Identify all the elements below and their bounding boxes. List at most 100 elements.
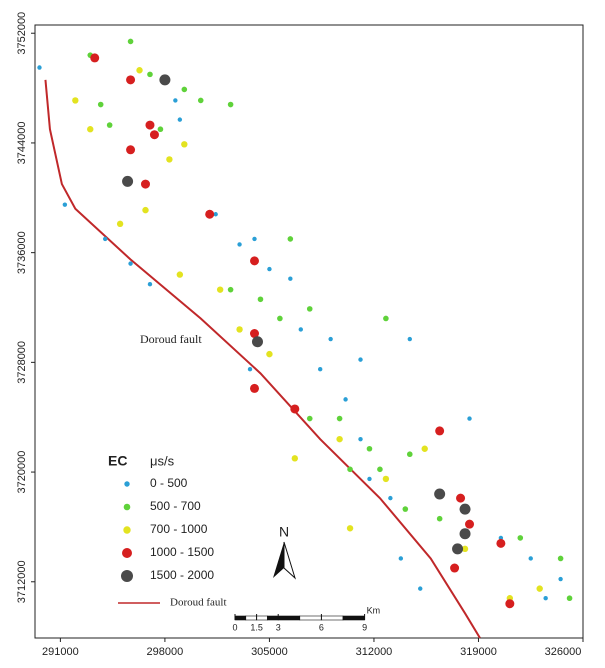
legend-label: 500 - 700 xyxy=(150,499,201,513)
scale-segment xyxy=(256,615,268,621)
sample-point xyxy=(452,543,464,555)
north-arrow-right xyxy=(283,541,297,580)
sample-point xyxy=(252,236,257,242)
sample-point xyxy=(347,466,353,473)
y-tick-label: 3728000 xyxy=(16,341,28,384)
scale-segment xyxy=(342,615,365,621)
legend-swatch xyxy=(121,570,133,582)
sample-point xyxy=(290,404,300,414)
sample-point xyxy=(306,306,313,312)
sample-point xyxy=(358,357,363,362)
sample-point xyxy=(558,576,563,582)
sample-point xyxy=(434,488,446,500)
scale-segment xyxy=(321,615,344,621)
points-layer xyxy=(37,38,573,609)
north-arrow-left xyxy=(273,542,284,578)
sample-point xyxy=(157,126,164,133)
sample-point xyxy=(456,493,466,503)
sample-point xyxy=(383,315,389,322)
scale-segment xyxy=(299,615,322,621)
sample-point xyxy=(37,65,42,70)
sample-point xyxy=(459,503,471,515)
x-tick-label: 305000 xyxy=(251,646,288,658)
scale-segment xyxy=(245,615,257,621)
x-tick-label: 319000 xyxy=(460,646,497,658)
scale-segment xyxy=(267,615,279,621)
sample-point xyxy=(149,130,159,140)
sample-point xyxy=(450,563,460,573)
x-tick-label: 291000 xyxy=(42,646,79,658)
legend: 0 - 500 500 - 700 700 - 1000 1000 - 1500 150… xyxy=(118,476,227,609)
sample-point xyxy=(126,145,136,155)
sample-point xyxy=(505,599,515,609)
sample-point xyxy=(498,535,504,541)
sample-point xyxy=(181,86,188,93)
map-frame xyxy=(34,24,584,639)
sample-point xyxy=(62,202,68,207)
sample-point xyxy=(97,101,104,108)
sample-point xyxy=(251,336,263,348)
sample-point xyxy=(216,286,224,293)
scale-bar: 0 1.5 3 6 9Km xyxy=(232,605,380,632)
sample-point xyxy=(140,179,150,189)
sample-point xyxy=(128,261,133,266)
y-tick-label: 3744000 xyxy=(16,122,28,165)
sample-point xyxy=(358,436,363,442)
sample-point xyxy=(496,538,506,548)
scale-label: 3 xyxy=(276,622,281,632)
sample-point xyxy=(298,327,303,332)
sample-point xyxy=(227,286,234,293)
sample-point xyxy=(435,426,445,436)
sample-point xyxy=(126,75,136,85)
scale-unit: Km xyxy=(367,605,381,615)
scale-segment xyxy=(277,615,301,621)
sample-point xyxy=(237,242,242,247)
sample-point xyxy=(122,175,134,187)
sample-point xyxy=(402,506,409,512)
sample-point xyxy=(459,528,471,540)
sample-point xyxy=(72,97,79,104)
sample-point xyxy=(377,466,383,473)
sample-point xyxy=(291,455,299,462)
scale-label: 6 xyxy=(319,622,324,632)
sample-point xyxy=(136,67,143,74)
sample-point xyxy=(398,556,404,561)
sample-point xyxy=(90,53,100,63)
sample-point xyxy=(173,98,178,103)
sample-point xyxy=(127,38,134,45)
sample-point xyxy=(336,415,343,422)
north-label: N xyxy=(279,524,289,540)
sample-point xyxy=(382,475,390,483)
x-tick-label: 326000 xyxy=(545,646,582,658)
sample-point xyxy=(247,367,253,372)
sample-point xyxy=(436,515,443,522)
sample-point xyxy=(418,586,423,591)
y-tick-label: 3736000 xyxy=(16,231,28,274)
sample-point xyxy=(306,415,313,422)
legend-swatch xyxy=(124,481,130,487)
sample-point xyxy=(166,156,173,163)
sample-point xyxy=(461,545,469,553)
legend-swatch xyxy=(123,503,131,511)
legend-unit: μs/s xyxy=(150,453,175,468)
sample-point xyxy=(517,535,524,541)
sample-point xyxy=(147,281,153,287)
sample-point xyxy=(87,126,94,133)
sample-point xyxy=(536,585,543,592)
scale-label: 0 xyxy=(232,622,237,632)
sample-point xyxy=(249,383,259,393)
sample-point xyxy=(467,416,472,421)
sample-point xyxy=(213,212,218,217)
sample-point xyxy=(266,350,273,358)
legend-swatch xyxy=(123,526,131,534)
sample-point xyxy=(367,476,372,482)
sample-point xyxy=(116,220,124,228)
legend-label: 0 - 500 xyxy=(150,476,188,490)
sample-point xyxy=(566,595,573,602)
legend-label: 700 - 1000 xyxy=(150,522,208,536)
sample-point xyxy=(336,435,343,443)
fault-line xyxy=(44,79,481,639)
x-tick-label: 312000 xyxy=(356,646,393,658)
legend-label: 1500 - 2000 xyxy=(150,568,214,582)
legend-swatch xyxy=(122,548,132,558)
